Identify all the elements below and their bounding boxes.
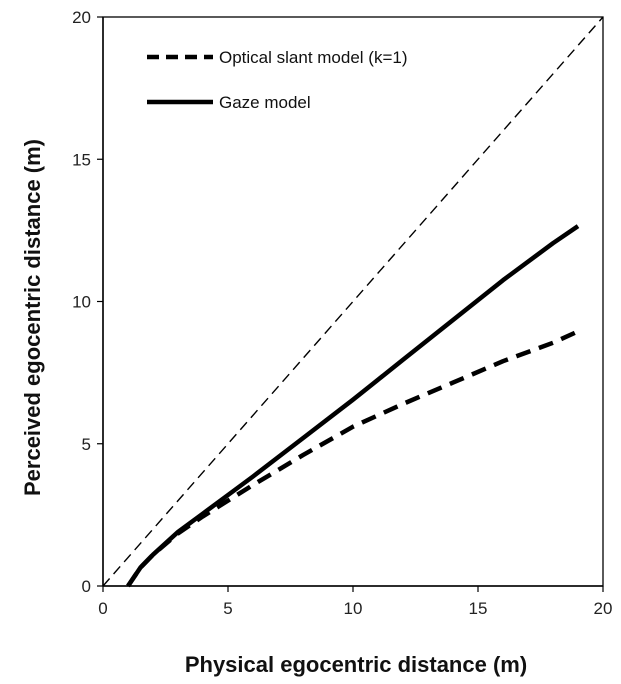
series-line-identity — [102, 16, 604, 587]
x-tick-label: 0 — [98, 599, 107, 618]
x-tick-label: 10 — [344, 599, 363, 618]
y-tick-label: 0 — [82, 577, 91, 596]
tick-labels: 0 5 10 15 20 0 5 10 15 20 — [72, 8, 612, 618]
y-axis-title: Perceived egocentric distance (m) — [20, 139, 45, 496]
legend-label: Gaze model — [219, 93, 311, 112]
series-line-optical-slant-model-k-1 — [126, 329, 579, 588]
x-tick-label: 20 — [594, 599, 613, 618]
x-tick-label: 5 — [223, 599, 232, 618]
y-tick-label: 10 — [72, 293, 91, 312]
x-axis-title: Physical egocentric distance (m) — [185, 652, 527, 677]
y-tick-label: 5 — [82, 435, 91, 454]
legend-label: Optical slant model (k=1) — [219, 48, 408, 67]
series-lines — [102, 16, 604, 588]
x-tick-label: 15 — [469, 599, 488, 618]
axes — [97, 16, 604, 592]
y-tick-label: 15 — [72, 150, 91, 169]
series-line-gaze-model — [126, 224, 580, 588]
y-tick-label: 20 — [72, 8, 91, 27]
legend: Optical slant model (k=1) Gaze model — [147, 48, 408, 112]
